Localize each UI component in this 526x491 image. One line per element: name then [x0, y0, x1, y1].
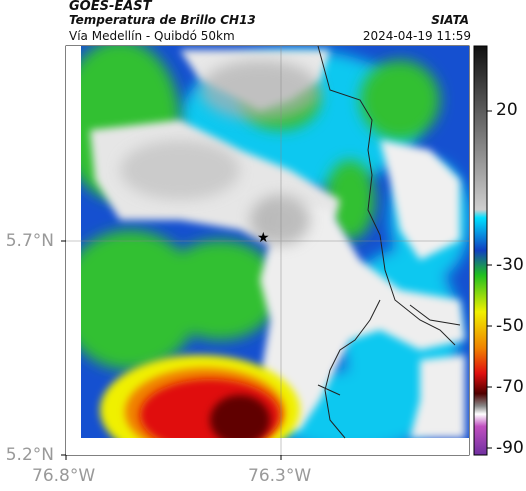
- lon-label-76-3: 76.3°W: [248, 466, 312, 486]
- lat-label-5-7: 5.7°N: [5, 231, 54, 251]
- boundary-lines: [317, 45, 461, 439]
- lon-label-76-8: 76.8°W: [32, 466, 96, 486]
- org-label: SIATA: [431, 13, 469, 27]
- axis-ticks: [61, 240, 282, 460]
- colorbar-label-minus-90: -90: [496, 438, 524, 458]
- colorbar-label-minus-30: -30: [496, 255, 524, 275]
- satellite-name: GOES-EAST: [69, 0, 152, 14]
- product-title: Temperatura de Brillo CH13: [69, 13, 256, 27]
- grid-lines: [66, 46, 469, 455]
- colorbar-label-minus-70: -70: [496, 377, 524, 397]
- colorbar-ticks: [487, 110, 492, 449]
- region-label: Vía Medellín - Quibdó 50km: [69, 29, 235, 43]
- location-marker: ★: [257, 230, 270, 246]
- colorbar: [473, 45, 488, 456]
- datetime-label: 2024-04-19 11:59: [362, 29, 471, 43]
- colorbar-label-20: 20: [496, 100, 518, 120]
- colorbar-label-minus-50: -50: [496, 316, 524, 336]
- lat-label-5-2: 5.2°N: [5, 445, 54, 465]
- satellite-field: [81, 46, 469, 438]
